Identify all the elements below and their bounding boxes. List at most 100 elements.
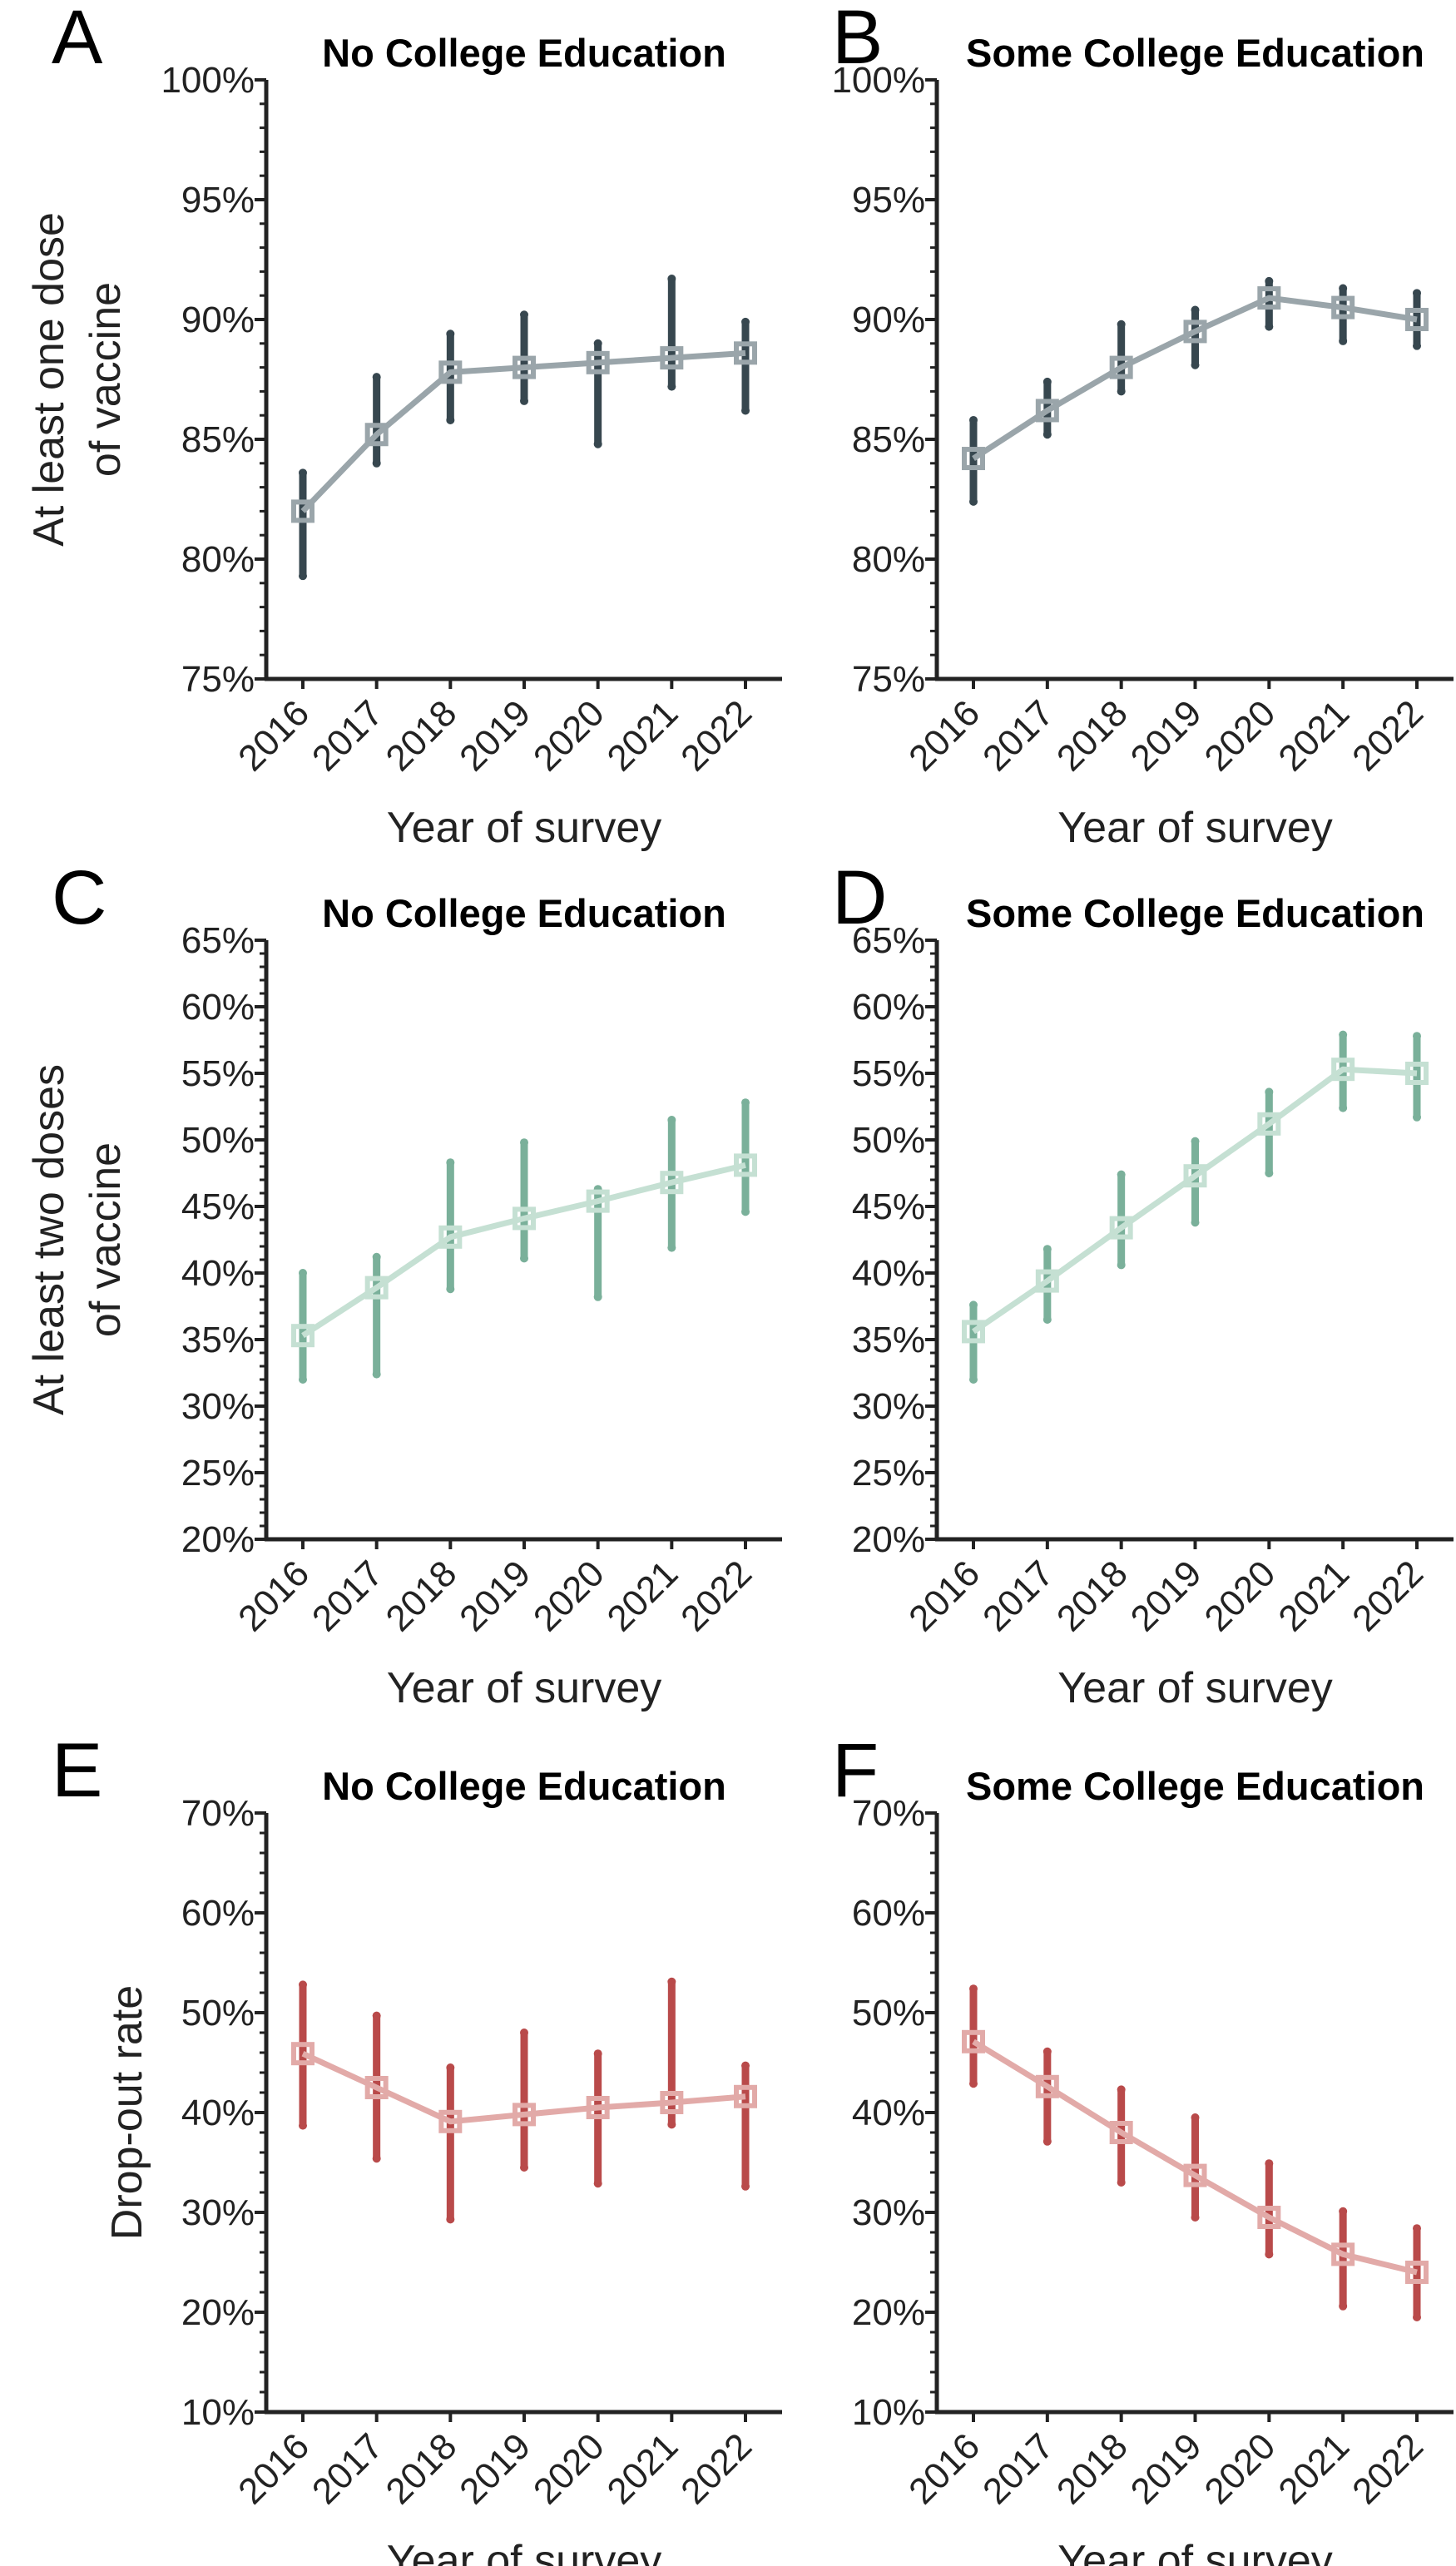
- x-tick-label: 2020: [1197, 692, 1284, 779]
- range-min-point: [446, 1285, 455, 1294]
- y-tick-label: 50%: [181, 1120, 255, 1161]
- data-point: [1405, 2261, 1429, 2284]
- data-point: [1035, 1269, 1059, 1293]
- y-tick-label: 80%: [852, 539, 925, 580]
- y-tick-label: 10%: [181, 2392, 255, 2433]
- y-tick-label: 60%: [181, 1893, 255, 1934]
- y-tick-label: 50%: [852, 1120, 925, 1161]
- x-tick-label: 2020: [1197, 2425, 1284, 2512]
- data-point: [1331, 295, 1355, 320]
- x-tick-label: 2019: [1123, 2425, 1210, 2512]
- range-max-point: [446, 329, 455, 339]
- x-tick-label: 2020: [1197, 1553, 1284, 1639]
- range-max-point: [741, 1098, 750, 1107]
- x-tick-label: 2022: [1345, 2425, 1431, 2512]
- data-point: [586, 350, 610, 374]
- range-min-point: [593, 439, 602, 448]
- range-max-point: [1117, 1170, 1126, 1179]
- y-tick-label: 45%: [181, 1186, 255, 1227]
- data-point: [438, 1225, 463, 1249]
- x-tick-label: 2020: [526, 692, 612, 779]
- y-tick-label: 40%: [852, 2093, 925, 2133]
- range-min-point: [520, 2163, 528, 2172]
- data-point: [734, 341, 757, 365]
- panel-letter: F: [832, 1728, 879, 1813]
- x-tick-label: 2019: [1123, 1553, 1210, 1639]
- y-tick-label: 40%: [852, 1253, 925, 1294]
- data-point: [1109, 355, 1133, 379]
- data-point: [962, 447, 985, 471]
- data-point: [1331, 2242, 1355, 2266]
- range-max-point: [741, 317, 750, 326]
- range-max-point: [969, 415, 978, 424]
- x-tick-label: 2019: [1123, 692, 1210, 779]
- x-tick-label: 2016: [901, 1553, 988, 1639]
- x-tick-label: 2016: [901, 692, 988, 779]
- y-tick-label: 85%: [181, 419, 255, 460]
- range-max-point: [372, 2011, 381, 2020]
- x-tick-label: 2021: [600, 1553, 686, 1639]
- x-tick-label: 2019: [452, 2425, 538, 2512]
- y-tick-label: 60%: [181, 987, 255, 1028]
- data-point: [1257, 1112, 1281, 1136]
- panel-d: D Some College Education 20% 25% 30% 35% 40% 45…: [832, 855, 1454, 1712]
- range-max-point: [446, 2063, 455, 2072]
- x-tick-label: 2018: [379, 1553, 465, 1639]
- range-max-point: [969, 1300, 978, 1310]
- y-tick-label: 65%: [852, 920, 925, 961]
- x-axis-label: Year of survey: [1057, 2537, 1332, 2566]
- range-max-point: [372, 1252, 381, 1261]
- x-tick-label: 2016: [230, 2425, 317, 2512]
- x-tick-label: 2022: [1345, 692, 1431, 779]
- x-tick-label: 2017: [975, 692, 1062, 779]
- range-max-point: [1042, 2047, 1052, 2056]
- data-point: [660, 2091, 684, 2114]
- range-max-point: [1191, 2113, 1200, 2122]
- y-tick-label: 30%: [852, 2192, 925, 2233]
- range-min-point: [1117, 2178, 1126, 2187]
- range-min-point: [1042, 2137, 1052, 2146]
- range-min-point: [667, 382, 676, 391]
- x-tick-label: 2018: [1049, 692, 1136, 779]
- x-tick-label: 2022: [673, 2425, 760, 2512]
- x-tick-label: 2021: [1270, 692, 1357, 779]
- x-tick-label: 2020: [526, 2425, 612, 2512]
- chart-title: No College Education: [322, 891, 726, 935]
- range-max-point: [1413, 2224, 1421, 2233]
- data-point: [586, 1189, 610, 1213]
- y-tick-label: 35%: [181, 1320, 255, 1360]
- range-max-point: [1042, 377, 1052, 386]
- chart-title: No College Education: [322, 1764, 726, 1808]
- series-line: [972, 2038, 1418, 2276]
- y-tick-label: 95%: [852, 180, 925, 220]
- range-max-point: [1413, 1032, 1421, 1041]
- range-max-point: [593, 2049, 602, 2058]
- series-line: [972, 295, 1418, 461]
- range-max-point: [1413, 289, 1421, 298]
- x-tick-label: 2016: [230, 692, 317, 779]
- range-min-point: [299, 572, 307, 581]
- x-tick-label: 2022: [1345, 1553, 1431, 1639]
- range-min-point: [969, 2079, 978, 2088]
- range-min-point: [299, 2121, 307, 2130]
- range-min-point: [667, 1243, 676, 1252]
- series-line: [972, 1066, 1418, 1335]
- x-tick-label: 2018: [1049, 1553, 1136, 1639]
- x-axis-label: Year of survey: [387, 804, 661, 852]
- range-max-point: [1117, 320, 1126, 329]
- range-min-point: [1339, 336, 1348, 345]
- range-min-point: [372, 2154, 381, 2163]
- range-min-point: [446, 2215, 455, 2224]
- panel-letter: D: [832, 855, 887, 940]
- range-max-point: [520, 310, 528, 320]
- data-point: [1035, 2074, 1059, 2098]
- range-max-point: [1339, 1030, 1348, 1039]
- x-tick-label: 2022: [673, 1553, 760, 1639]
- y-tick-label: 45%: [852, 1186, 925, 1227]
- y-tick-label: 90%: [181, 300, 255, 340]
- range-min-point: [969, 497, 978, 506]
- range-min-point: [1265, 1169, 1274, 1177]
- y-tick-label: 50%: [181, 1993, 255, 2033]
- x-tick-label: 2016: [901, 2425, 988, 2512]
- y-tick-label: 55%: [181, 1053, 255, 1094]
